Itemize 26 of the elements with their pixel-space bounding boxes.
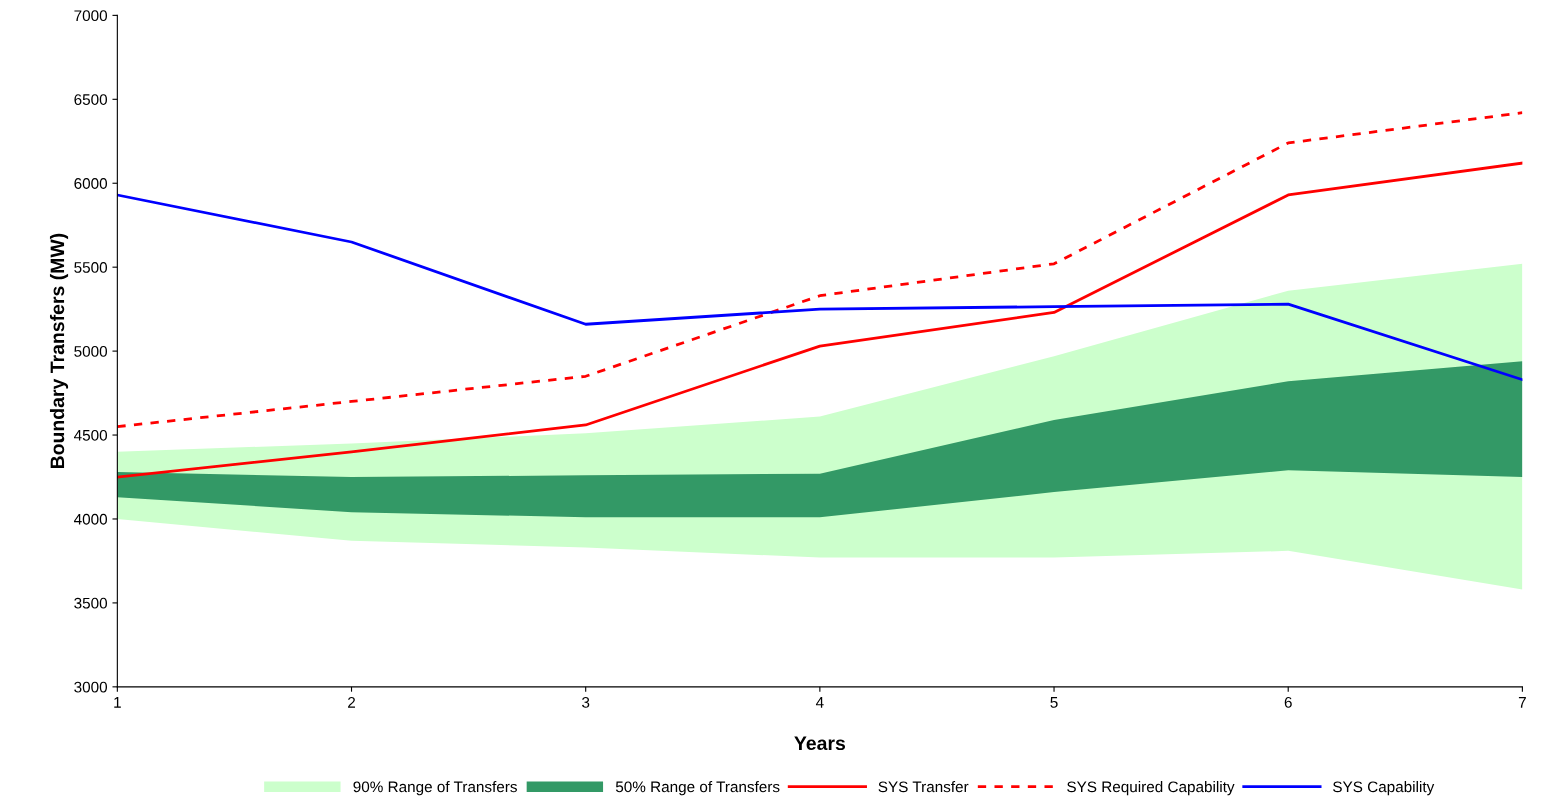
line-series bbox=[117, 111, 1523, 429]
x-tick-label: 5 bbox=[1050, 697, 1058, 708]
legend-label: 90% Range of Transfers bbox=[353, 781, 517, 796]
y-tick-label: 7000 bbox=[74, 10, 108, 22]
line-series bbox=[117, 193, 1523, 382]
x-tick-label: 3 bbox=[582, 696, 590, 708]
legend-label: 50% Range of Transfers bbox=[615, 781, 780, 796]
x-tick-label: 1 bbox=[114, 697, 121, 708]
x-axis-title: Years bbox=[794, 736, 846, 751]
y-tick-label: 3000 bbox=[74, 681, 108, 693]
x-tick-label: 4 bbox=[815, 697, 824, 708]
line-series bbox=[117, 161, 1523, 479]
y-tick-label: 4500 bbox=[73, 429, 108, 441]
y-tick-label: 5500 bbox=[74, 262, 108, 273]
y-tick-label: 6000 bbox=[74, 178, 108, 189]
y-tick-label: 5000 bbox=[74, 345, 108, 357]
legend-label: SYS Capability bbox=[1333, 781, 1435, 796]
y-axis-title: Boundary Transfers (MW) bbox=[49, 233, 69, 469]
y-tick-label: 6500 bbox=[74, 94, 108, 105]
legend-label: SYS Required Capability bbox=[1067, 781, 1235, 796]
x-tick-label: 7 bbox=[1518, 697, 1526, 708]
y-tick-label: 3500 bbox=[74, 597, 108, 609]
x-tick-label: 2 bbox=[348, 696, 355, 708]
y-tick-label: 4000 bbox=[73, 513, 108, 525]
x-tick-label: 6 bbox=[1284, 696, 1292, 708]
legend-label: SYS Transfer bbox=[878, 781, 969, 793]
